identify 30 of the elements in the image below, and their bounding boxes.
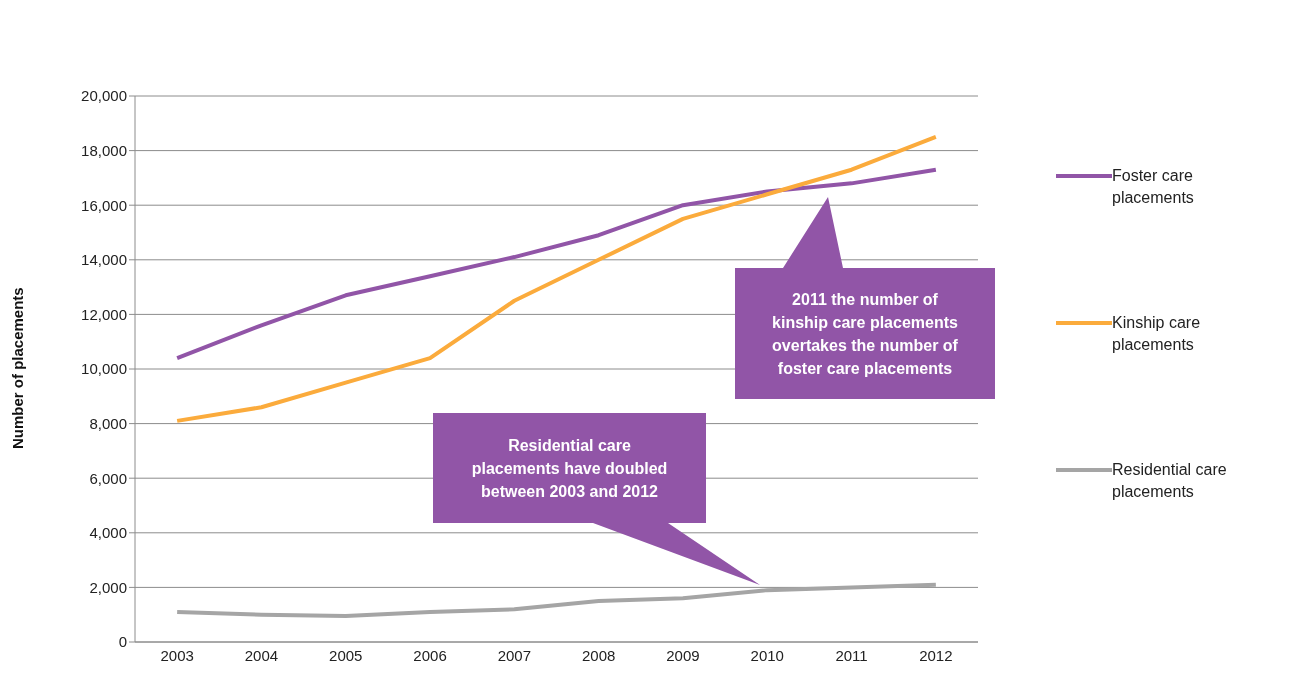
x-tick-label: 2005 [329, 646, 363, 664]
y-tick-label: 20,000 [81, 87, 127, 105]
annotation: Residential care placements have doubled between 2003 and 2012 [470, 435, 669, 502]
y-tick-label: 12,000 [81, 305, 127, 323]
legend-label: Foster care placements [1112, 166, 1195, 208]
x-tick-label: 2012 [919, 646, 953, 664]
callout: Residential care placements have doubled between 2003 and 2012 [433, 413, 760, 585]
y-tick-label: 18,000 [81, 141, 127, 159]
legend-label: Residential care placements [1112, 460, 1228, 502]
annotation: 2011 the number of kinship care placements overtakes the number of foster care placements [771, 289, 959, 379]
x-tick-label: 2006 [413, 646, 447, 664]
callout: 2011 the number of kinship care placements overtakes the number of foster care placements [735, 197, 995, 399]
x-tick-label: 2010 [750, 646, 784, 664]
y-tick-label: 10,000 [81, 360, 127, 378]
y-tick-label: 14,000 [81, 251, 127, 269]
y-tick-label: 0 [118, 633, 127, 651]
y-tick-label: 4,000 [89, 524, 127, 542]
x-tick-label: 2011 [835, 646, 868, 664]
x-tick-label: 2008 [581, 646, 616, 664]
y-axis-title: Number of placements [9, 287, 27, 449]
x-tick-label: 2009 [666, 646, 700, 664]
y-tick-label: 16,000 [81, 196, 127, 214]
x-tick-label: 2007 [497, 646, 532, 664]
y-tick-label: 6,000 [89, 469, 127, 487]
x-tick-label: 2004 [244, 646, 279, 664]
legend-label: Kinship care placements [1112, 313, 1202, 355]
y-tick-label: 2,000 [89, 578, 127, 596]
y-tick-label: 8,000 [89, 414, 127, 432]
x-tick-label: 2003 [160, 646, 194, 664]
line-series [175, 582, 938, 619]
